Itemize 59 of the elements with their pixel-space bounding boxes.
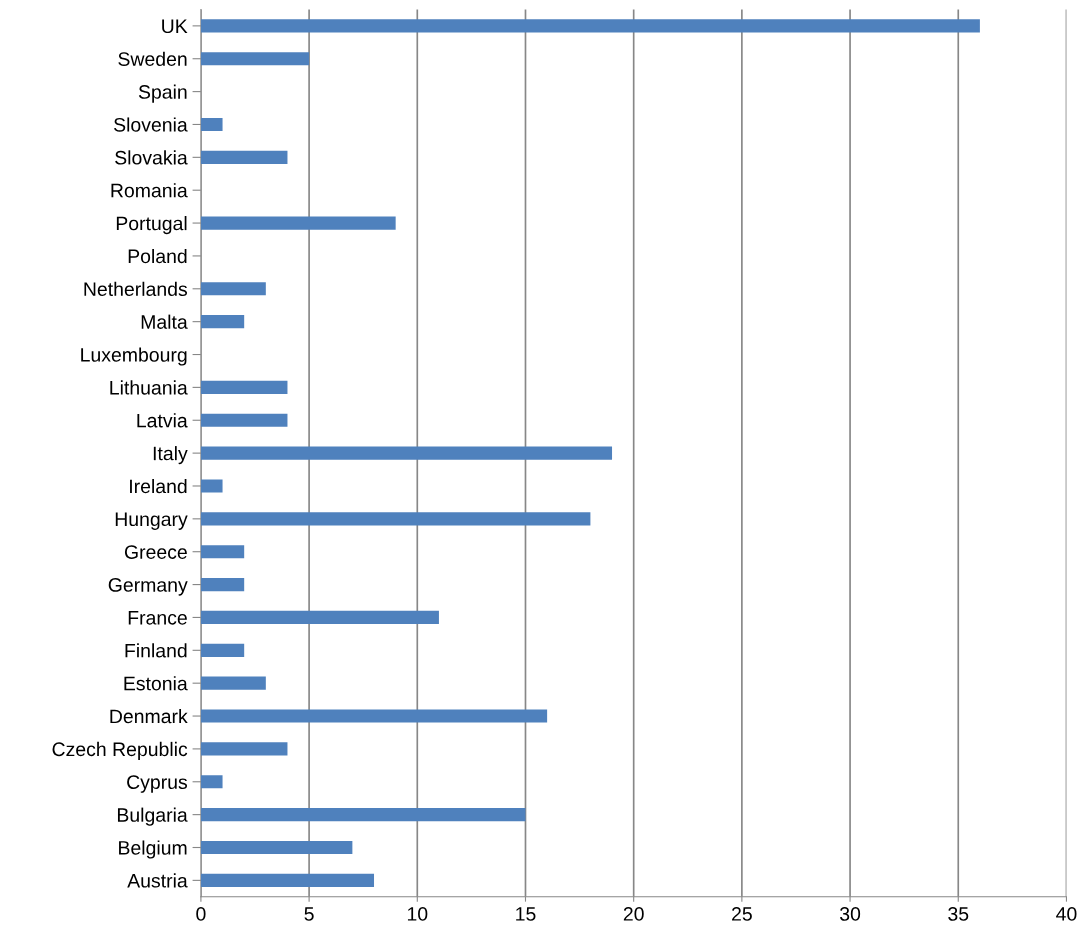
bar bbox=[200, 315, 245, 329]
x-tick-label: 35 bbox=[948, 907, 969, 921]
bar bbox=[200, 19, 980, 33]
x-tick-label: 25 bbox=[732, 907, 752, 921]
y-tick-label: Malta bbox=[141, 314, 188, 329]
bar bbox=[200, 873, 375, 887]
y-tick-label: Netherlands bbox=[84, 281, 188, 297]
y-tick-label: Portugal bbox=[116, 216, 187, 235]
y-tick-label: Luxembourg bbox=[81, 347, 187, 366]
x-tick-label: 30 bbox=[839, 907, 861, 921]
y-tick-label: Bulgaria bbox=[117, 807, 188, 826]
bar bbox=[200, 775, 223, 789]
y-tick-label: Romania bbox=[111, 183, 188, 198]
bar bbox=[200, 808, 526, 822]
bar bbox=[200, 840, 353, 855]
y-tick-label: France bbox=[128, 611, 187, 625]
x-tick-label: 0 bbox=[196, 907, 206, 921]
bar bbox=[200, 150, 288, 164]
bar bbox=[200, 216, 396, 230]
bar bbox=[200, 545, 245, 559]
y-tick-label: Hungary bbox=[115, 512, 188, 530]
bar bbox=[200, 479, 223, 493]
y-tick-label: Slovenia bbox=[114, 117, 188, 132]
x-tick-label: 40 bbox=[1056, 907, 1077, 921]
y-tick-label: Spain bbox=[138, 84, 187, 103]
x-tick-label: 5 bbox=[304, 907, 314, 921]
y-tick-label: Czech Republic bbox=[52, 741, 188, 760]
y-tick-label: Italy bbox=[153, 446, 188, 465]
bar bbox=[200, 413, 288, 427]
y-tick-label: Poland bbox=[128, 248, 187, 264]
y-tick-label: Sweden bbox=[118, 51, 187, 66]
x-tick-label: 20 bbox=[623, 907, 644, 921]
y-tick-label: Estonia bbox=[124, 676, 188, 691]
y-tick-label: Slovakia bbox=[115, 150, 188, 165]
bar bbox=[200, 117, 223, 132]
x-tick-label: 15 bbox=[516, 907, 536, 921]
y-tick-label: Lithuania bbox=[110, 380, 188, 395]
bar bbox=[200, 610, 439, 625]
y-tick-label: Latvia bbox=[137, 413, 188, 428]
bar bbox=[200, 446, 613, 460]
bar bbox=[200, 742, 288, 756]
x-tick-label: 10 bbox=[407, 907, 428, 921]
bar bbox=[200, 380, 288, 394]
bar bbox=[200, 643, 245, 657]
bar bbox=[200, 709, 548, 723]
y-tick-label: Ireland bbox=[130, 478, 187, 494]
bar bbox=[200, 282, 266, 296]
y-tick-label: Denmark bbox=[110, 709, 188, 724]
bar bbox=[200, 512, 591, 526]
y-tick-label: Cyprus bbox=[127, 775, 188, 793]
y-tick-label: UK bbox=[162, 19, 188, 34]
y-tick-label: Germany bbox=[108, 578, 188, 596]
y-tick-label: Belgium bbox=[119, 840, 187, 859]
y-tick-label: Austria bbox=[127, 873, 188, 888]
bar bbox=[200, 676, 266, 690]
y-tick-label: Greece bbox=[124, 545, 187, 559]
y-tick-label: Finland bbox=[125, 643, 187, 658]
bar bbox=[200, 52, 310, 66]
bar bbox=[200, 578, 245, 592]
